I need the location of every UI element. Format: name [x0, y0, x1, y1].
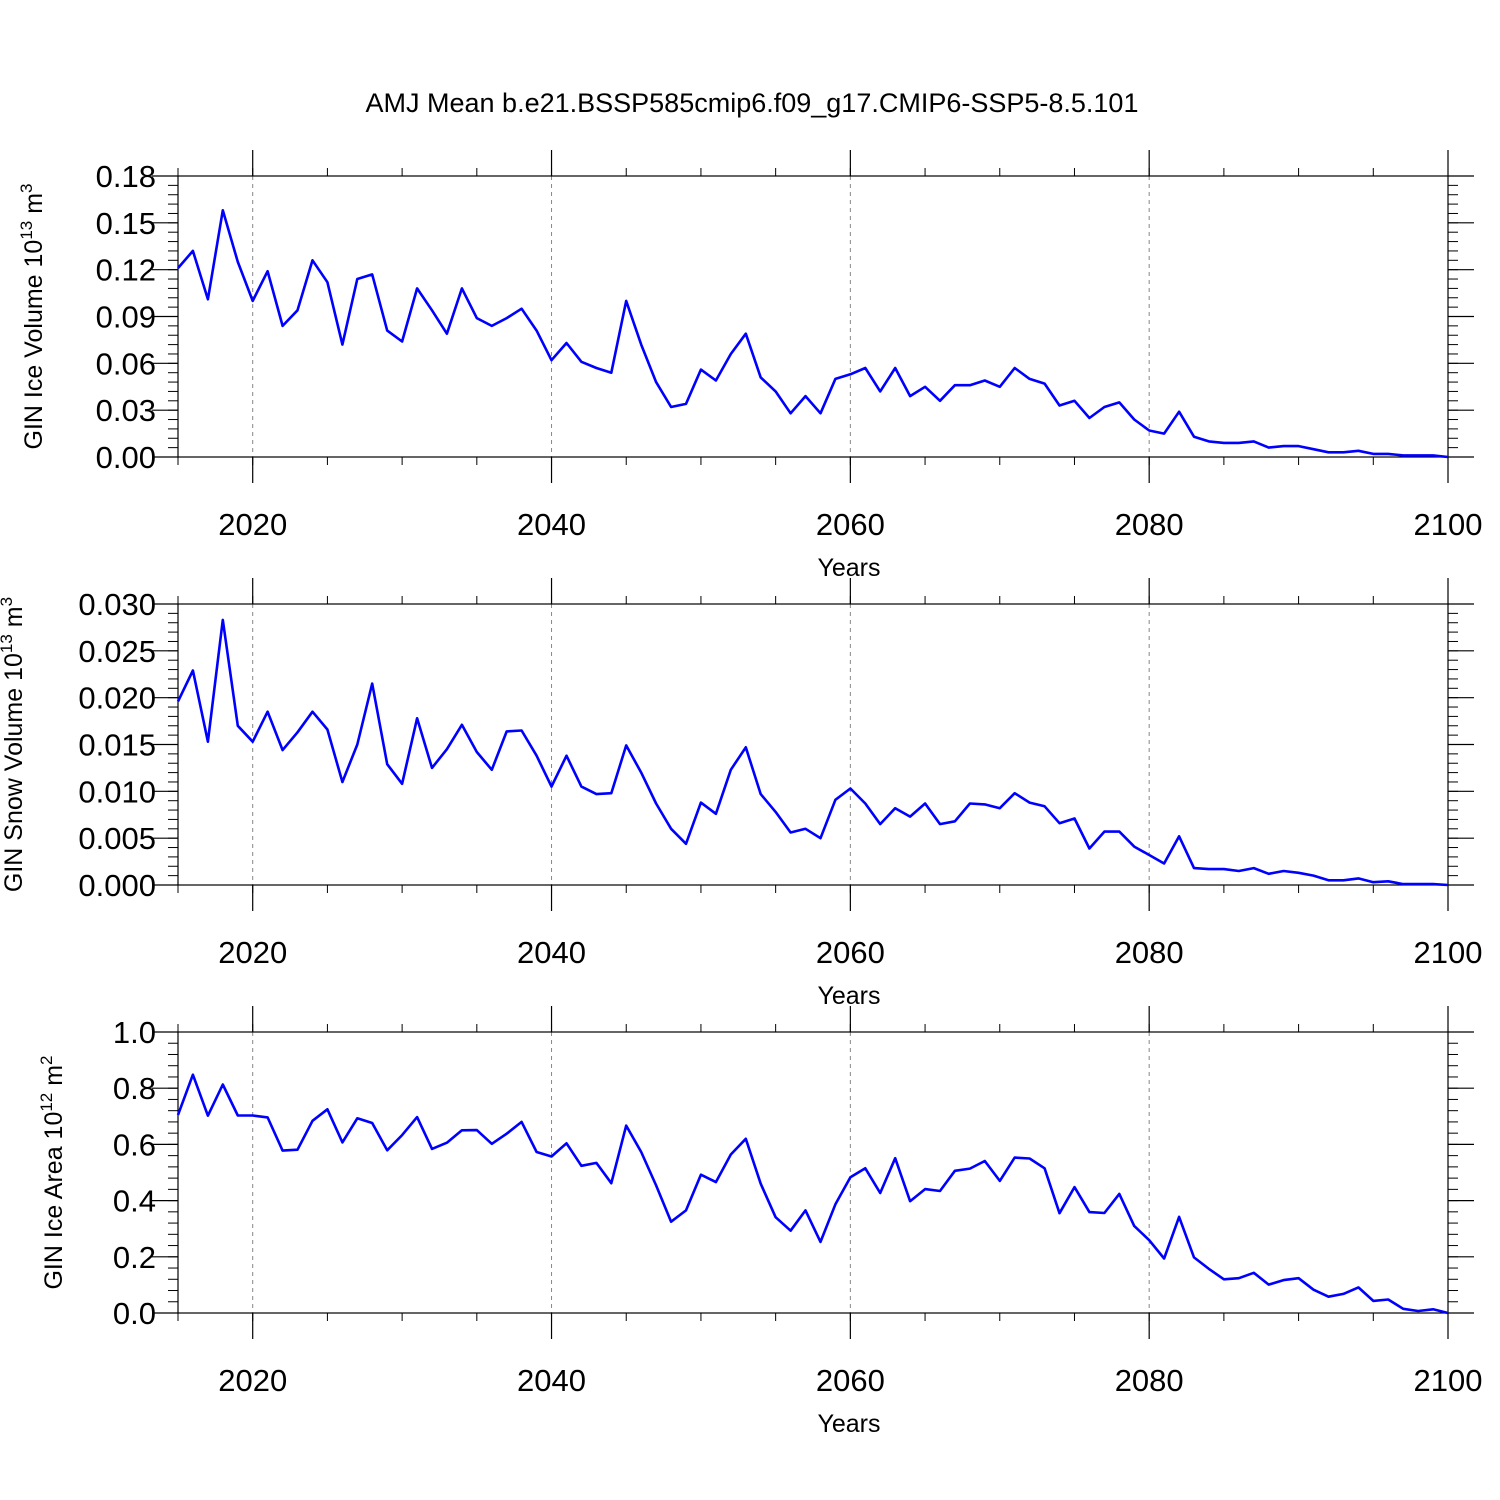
panel-ice-volume: 2020 2040 2060 2080 2100 0.00 0.03 0.06 0.09 0.12… — [17, 150, 1482, 582]
x-tick-label: 2060 — [816, 935, 885, 970]
y-tick-label: 0.015 — [78, 728, 156, 763]
y-tick-label: 0.000 — [78, 868, 156, 903]
y-label-unit-exponent: 2 — [37, 1055, 56, 1064]
panels: 2020 2040 2060 2080 21000.000.030.060.090.12… — [0, 150, 1482, 1438]
y-tick-label: 0.025 — [78, 634, 156, 669]
y-label-exponent: 12 — [37, 1093, 56, 1112]
y-label-unit-exponent: 3 — [17, 184, 36, 193]
x-tick-label: 2100 — [1414, 1363, 1483, 1398]
y-label-unit-exponent: 3 — [0, 597, 16, 606]
y-label-unit: m — [20, 193, 48, 221]
y-tick-label: 0.12 — [96, 253, 156, 288]
x-tick-label: 2080 — [1115, 507, 1184, 542]
y-tick-label: 0.18 — [96, 159, 156, 194]
series-line-snow-volume — [176, 618, 1449, 887]
y-label-text: GIN Ice Volume 10 — [20, 240, 48, 450]
y-label-text: GIN Snow Volume 10 — [0, 653, 28, 892]
x-tick-label: 2080 — [1115, 935, 1184, 970]
x-tick-label: 2020 — [218, 507, 287, 542]
x-tick-label: 2040 — [517, 1363, 586, 1398]
panel-ice-area: 2020 2040 2060 2080 2100 0.0 0.2 0.4 0.6 0.8 1.0 Ye… — [37, 1006, 1482, 1438]
y-tick-label: 0.2 — [113, 1240, 156, 1275]
figure-title: AMJ Mean b.e21.BSSP585cmip6.f09_g17.CMIP… — [366, 88, 1139, 118]
y-tick-label: 0.0 — [113, 1296, 156, 1331]
y-tick-label: 0.6 — [113, 1127, 156, 1162]
x-tick-label: 2020 — [218, 1363, 287, 1398]
y-axis-label: GIN Ice Volume 1013 m3 — [17, 184, 48, 450]
y-axis-label: GIN Ice Area 1012 m2 — [37, 1055, 68, 1289]
x-tick-label: 2040 — [517, 935, 586, 970]
y-tick-label: 0.09 — [96, 300, 156, 335]
x-tick-label: 2100 — [1414, 935, 1483, 970]
y-tick-label: 0.15 — [96, 206, 156, 241]
x-axis-label: Years — [817, 554, 880, 582]
y-label-exponent: 13 — [17, 221, 36, 240]
x-axis-label: Years — [817, 1410, 880, 1438]
series-line-ice-area — [176, 1073, 1449, 1315]
x-tick-label: 2060 — [816, 1363, 885, 1398]
y-tick-label: 0.00 — [96, 440, 156, 475]
x-tick-label: 2040 — [517, 507, 586, 542]
x-axis-label: Years — [817, 982, 880, 1010]
x-tick-label: 2080 — [1115, 1363, 1184, 1398]
y-label-unit: m — [40, 1065, 68, 1093]
y-label-unit: m — [0, 606, 28, 634]
x-tick-label: 2060 — [816, 507, 885, 542]
y-tick-label: 0.06 — [96, 346, 156, 381]
y-tick-label: 0.010 — [78, 774, 156, 809]
plot-frame — [177, 1031, 1449, 1314]
y-tick-label: 1.0 — [113, 1015, 156, 1050]
y-label-exponent: 13 — [0, 634, 16, 653]
y-axis-label: GIN Snow Volume 1013 m3 — [0, 597, 28, 892]
y-tick-label: 0.005 — [78, 821, 156, 856]
y-tick-label: 0.020 — [78, 681, 156, 716]
y-tick-label: 0.03 — [96, 393, 156, 428]
series-line-ice-volume — [177, 209, 1449, 459]
y-tick-label: 0.030 — [78, 587, 156, 622]
y-tick-label: 0.8 — [113, 1071, 156, 1106]
y-tick-label: 0.4 — [113, 1184, 156, 1219]
y-label-text: GIN Ice Area 10 — [40, 1112, 68, 1290]
x-tick-label: 2020 — [218, 935, 287, 970]
panel-snow-volume: 2020 2040 2060 2080 2100 0.000 0.005 0.010 0.015… — [0, 578, 1482, 1010]
x-tick-label: 2100 — [1414, 507, 1483, 542]
